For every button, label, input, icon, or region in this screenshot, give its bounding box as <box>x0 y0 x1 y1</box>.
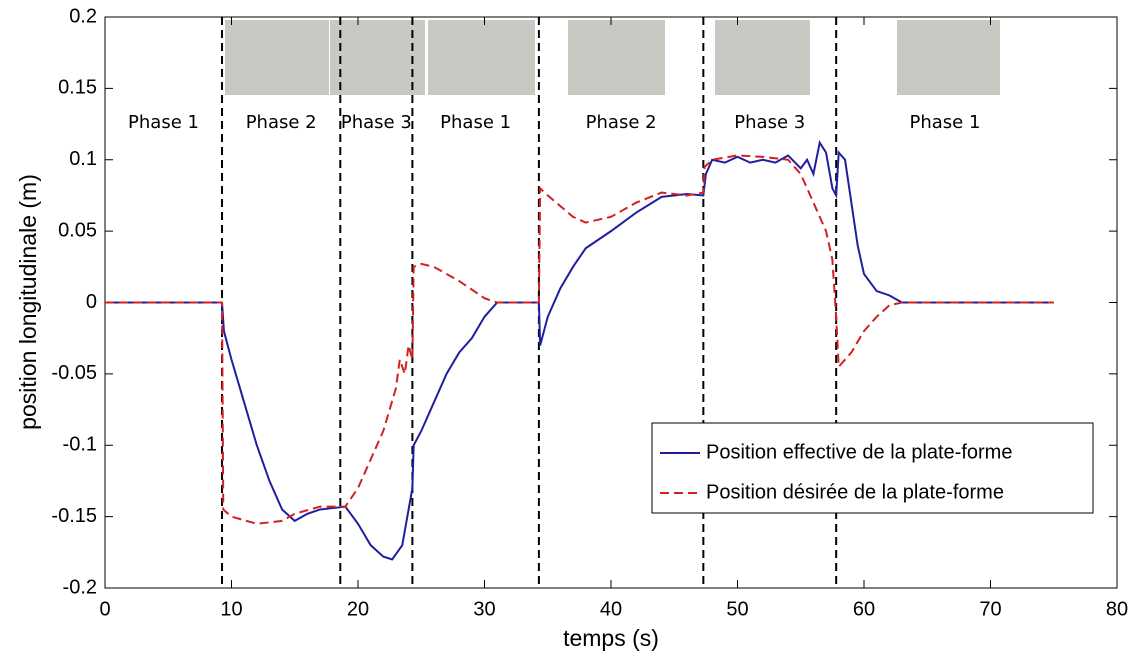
x-tick-label: 60 <box>853 598 875 620</box>
photo <box>330 20 425 95</box>
phase-label: Phase 2 <box>246 112 317 133</box>
legend-label: Position effective de la plate-forme <box>706 441 1012 463</box>
phase-label: Phase 1 <box>909 112 980 133</box>
x-axis-label: temps (s) <box>563 625 659 651</box>
phase-label: Phase 3 <box>734 112 805 133</box>
photo <box>428 20 535 95</box>
phase-label: Phase 2 <box>586 112 657 133</box>
photo <box>225 20 329 95</box>
x-tick-label: 80 <box>1106 598 1128 620</box>
photo <box>715 20 810 95</box>
x-tick-label: 20 <box>347 598 369 620</box>
y-tick-label: -0.05 <box>51 362 97 384</box>
photo <box>897 20 1000 95</box>
y-axis-label: position longitudinale (m) <box>15 174 41 430</box>
phase-label: Phase 3 <box>341 112 412 133</box>
series-line <box>105 154 1054 525</box>
y-tick-label: 0.2 <box>69 5 97 27</box>
y-tick-label: 0 <box>86 291 97 313</box>
x-tick-label: 0 <box>99 598 110 620</box>
x-tick-label: 50 <box>726 598 748 620</box>
photo <box>568 20 665 95</box>
legend: Position effective de la plate-forme Posi… <box>651 422 1094 514</box>
x-tick-label: 70 <box>979 598 1001 620</box>
photos <box>225 20 1000 95</box>
y-tick-label: -0.15 <box>51 505 97 527</box>
y-tick-label: 0.15 <box>58 77 97 99</box>
x-tick-label: 10 <box>220 598 242 620</box>
y-tick-label: 0.1 <box>69 148 97 170</box>
legend-box <box>651 422 1094 514</box>
series-line <box>105 139 1054 561</box>
phase-label: Phase 1 <box>440 112 511 133</box>
x-tick-label: 30 <box>473 598 495 620</box>
y-tick-label: 0.05 <box>58 219 97 241</box>
x-tick-label: 40 <box>600 598 622 620</box>
y-tick-label: -0.2 <box>63 576 97 598</box>
legend-label: Position désirée de la plate-forme <box>706 481 1004 503</box>
phase-label: Phase 1 <box>128 112 199 133</box>
y-tick-label: -0.1 <box>63 434 97 456</box>
